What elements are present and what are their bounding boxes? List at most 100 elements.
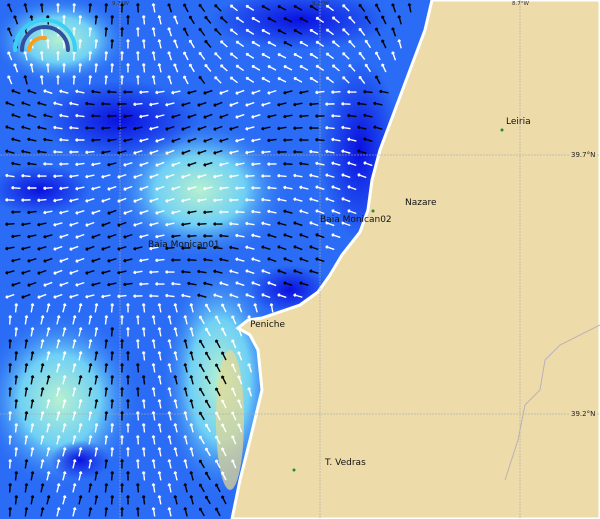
wave-arrow — [375, 27, 381, 37]
wave-arrow — [173, 471, 178, 481]
wave-arrow — [94, 39, 99, 49]
wave-arrow — [149, 197, 159, 203]
wave-arrow — [215, 363, 221, 373]
wave-arrow — [62, 447, 67, 457]
wave-arrow — [167, 3, 173, 13]
wave-arrow — [173, 327, 178, 337]
wave-arrow — [110, 399, 115, 409]
wave-arrow — [245, 269, 255, 275]
wave-arrow — [62, 63, 66, 73]
wave-arrow — [30, 399, 35, 409]
wave-arrow — [43, 234, 53, 239]
wave-arrow — [331, 137, 341, 142]
wave-arrow — [91, 162, 101, 167]
wave-arrow — [135, 411, 140, 421]
wave-arrow — [37, 293, 47, 299]
wave-arrow — [139, 282, 149, 287]
wave-arrow — [187, 113, 197, 119]
wave-arrow — [181, 125, 191, 131]
wave-arrow — [120, 51, 124, 61]
wave-arrow — [299, 185, 309, 190]
wave-arrow — [14, 495, 19, 505]
wave-arrow — [27, 137, 37, 142]
wave-arrow — [88, 435, 93, 445]
wave-arrow — [149, 222, 159, 227]
wave-arrow — [107, 258, 117, 263]
wave-arrow — [309, 102, 319, 107]
wave-arrow — [75, 186, 85, 191]
wave-arrow — [75, 113, 85, 118]
wave-arrow — [183, 363, 188, 373]
wave-arrow — [341, 149, 351, 154]
wave-arrow — [110, 471, 115, 481]
wave-arrow — [11, 185, 21, 190]
wave-arrow — [151, 315, 156, 325]
wave-arrow — [149, 102, 159, 107]
wave-arrow — [187, 210, 197, 215]
wave-arrow — [309, 173, 319, 178]
wave-arrow — [78, 327, 83, 337]
wave-arrow — [8, 459, 13, 469]
wave-arrow — [267, 185, 277, 190]
wave-arrow — [309, 52, 319, 59]
wave-arrow — [214, 4, 222, 12]
wave-arrow — [167, 435, 172, 445]
wave-arrow — [91, 257, 101, 263]
wave-arrow — [277, 53, 287, 59]
wave-arrow — [277, 173, 287, 178]
wave-arrow — [267, 233, 277, 238]
wave-arrow — [88, 507, 93, 517]
wave-arrow — [219, 186, 229, 191]
place-label-buoy-02[interactable]: Baia Monican02 — [320, 215, 392, 225]
wave-arrow — [37, 174, 47, 178]
wave-arrow — [135, 483, 140, 493]
wave-arrow — [40, 387, 45, 397]
wave-arrow — [56, 315, 61, 325]
wave-arrow — [347, 209, 357, 215]
wave-arrow — [149, 246, 159, 251]
wave-arrow — [348, 64, 356, 72]
wave-arrow — [133, 197, 143, 203]
wave-arrow — [188, 15, 195, 25]
wave-arrow — [7, 3, 13, 13]
wave-arrow — [309, 149, 319, 154]
wave-arrow — [229, 293, 239, 299]
wave-arrow — [364, 39, 372, 49]
wave-arrow — [315, 64, 325, 72]
wave-arrow — [245, 101, 255, 107]
wave-arrow — [293, 53, 303, 59]
wave-arrow — [213, 150, 223, 155]
wave-arrow — [141, 447, 146, 457]
wave-arrow — [37, 222, 47, 227]
wave-arrow — [53, 149, 63, 154]
wave-arrow — [283, 233, 293, 239]
wave-arrow — [283, 41, 293, 47]
wave-arrow — [214, 52, 222, 60]
wave-arrow — [135, 339, 140, 349]
wave-arrow — [155, 258, 165, 263]
wave-arrow — [237, 327, 243, 337]
wave-arrow — [126, 303, 130, 313]
wave-arrow — [69, 294, 79, 299]
wave-arrow — [381, 63, 387, 73]
wave-arrow — [167, 363, 172, 373]
wave-arrow — [155, 282, 165, 286]
wave-arrow — [94, 399, 99, 409]
wave-arrow — [120, 315, 124, 325]
wave-arrow — [205, 375, 211, 385]
wave-arrow — [167, 483, 172, 493]
wave-arrow — [277, 126, 287, 131]
wave-arrow — [157, 471, 162, 481]
wave-arrow — [151, 75, 156, 85]
wave-arrow — [197, 149, 207, 155]
wave-arrow — [251, 16, 261, 23]
wave-arrow — [219, 40, 228, 48]
wave-arrow — [261, 126, 271, 131]
place-label-leiria: Leiria — [506, 117, 531, 127]
wave-arrow — [381, 39, 387, 49]
place-label-buoy-01[interactable]: Baia Monican01 — [148, 240, 220, 250]
wave-arrow — [141, 327, 146, 337]
wave-arrow — [24, 459, 29, 469]
wave-arrow — [189, 327, 194, 337]
